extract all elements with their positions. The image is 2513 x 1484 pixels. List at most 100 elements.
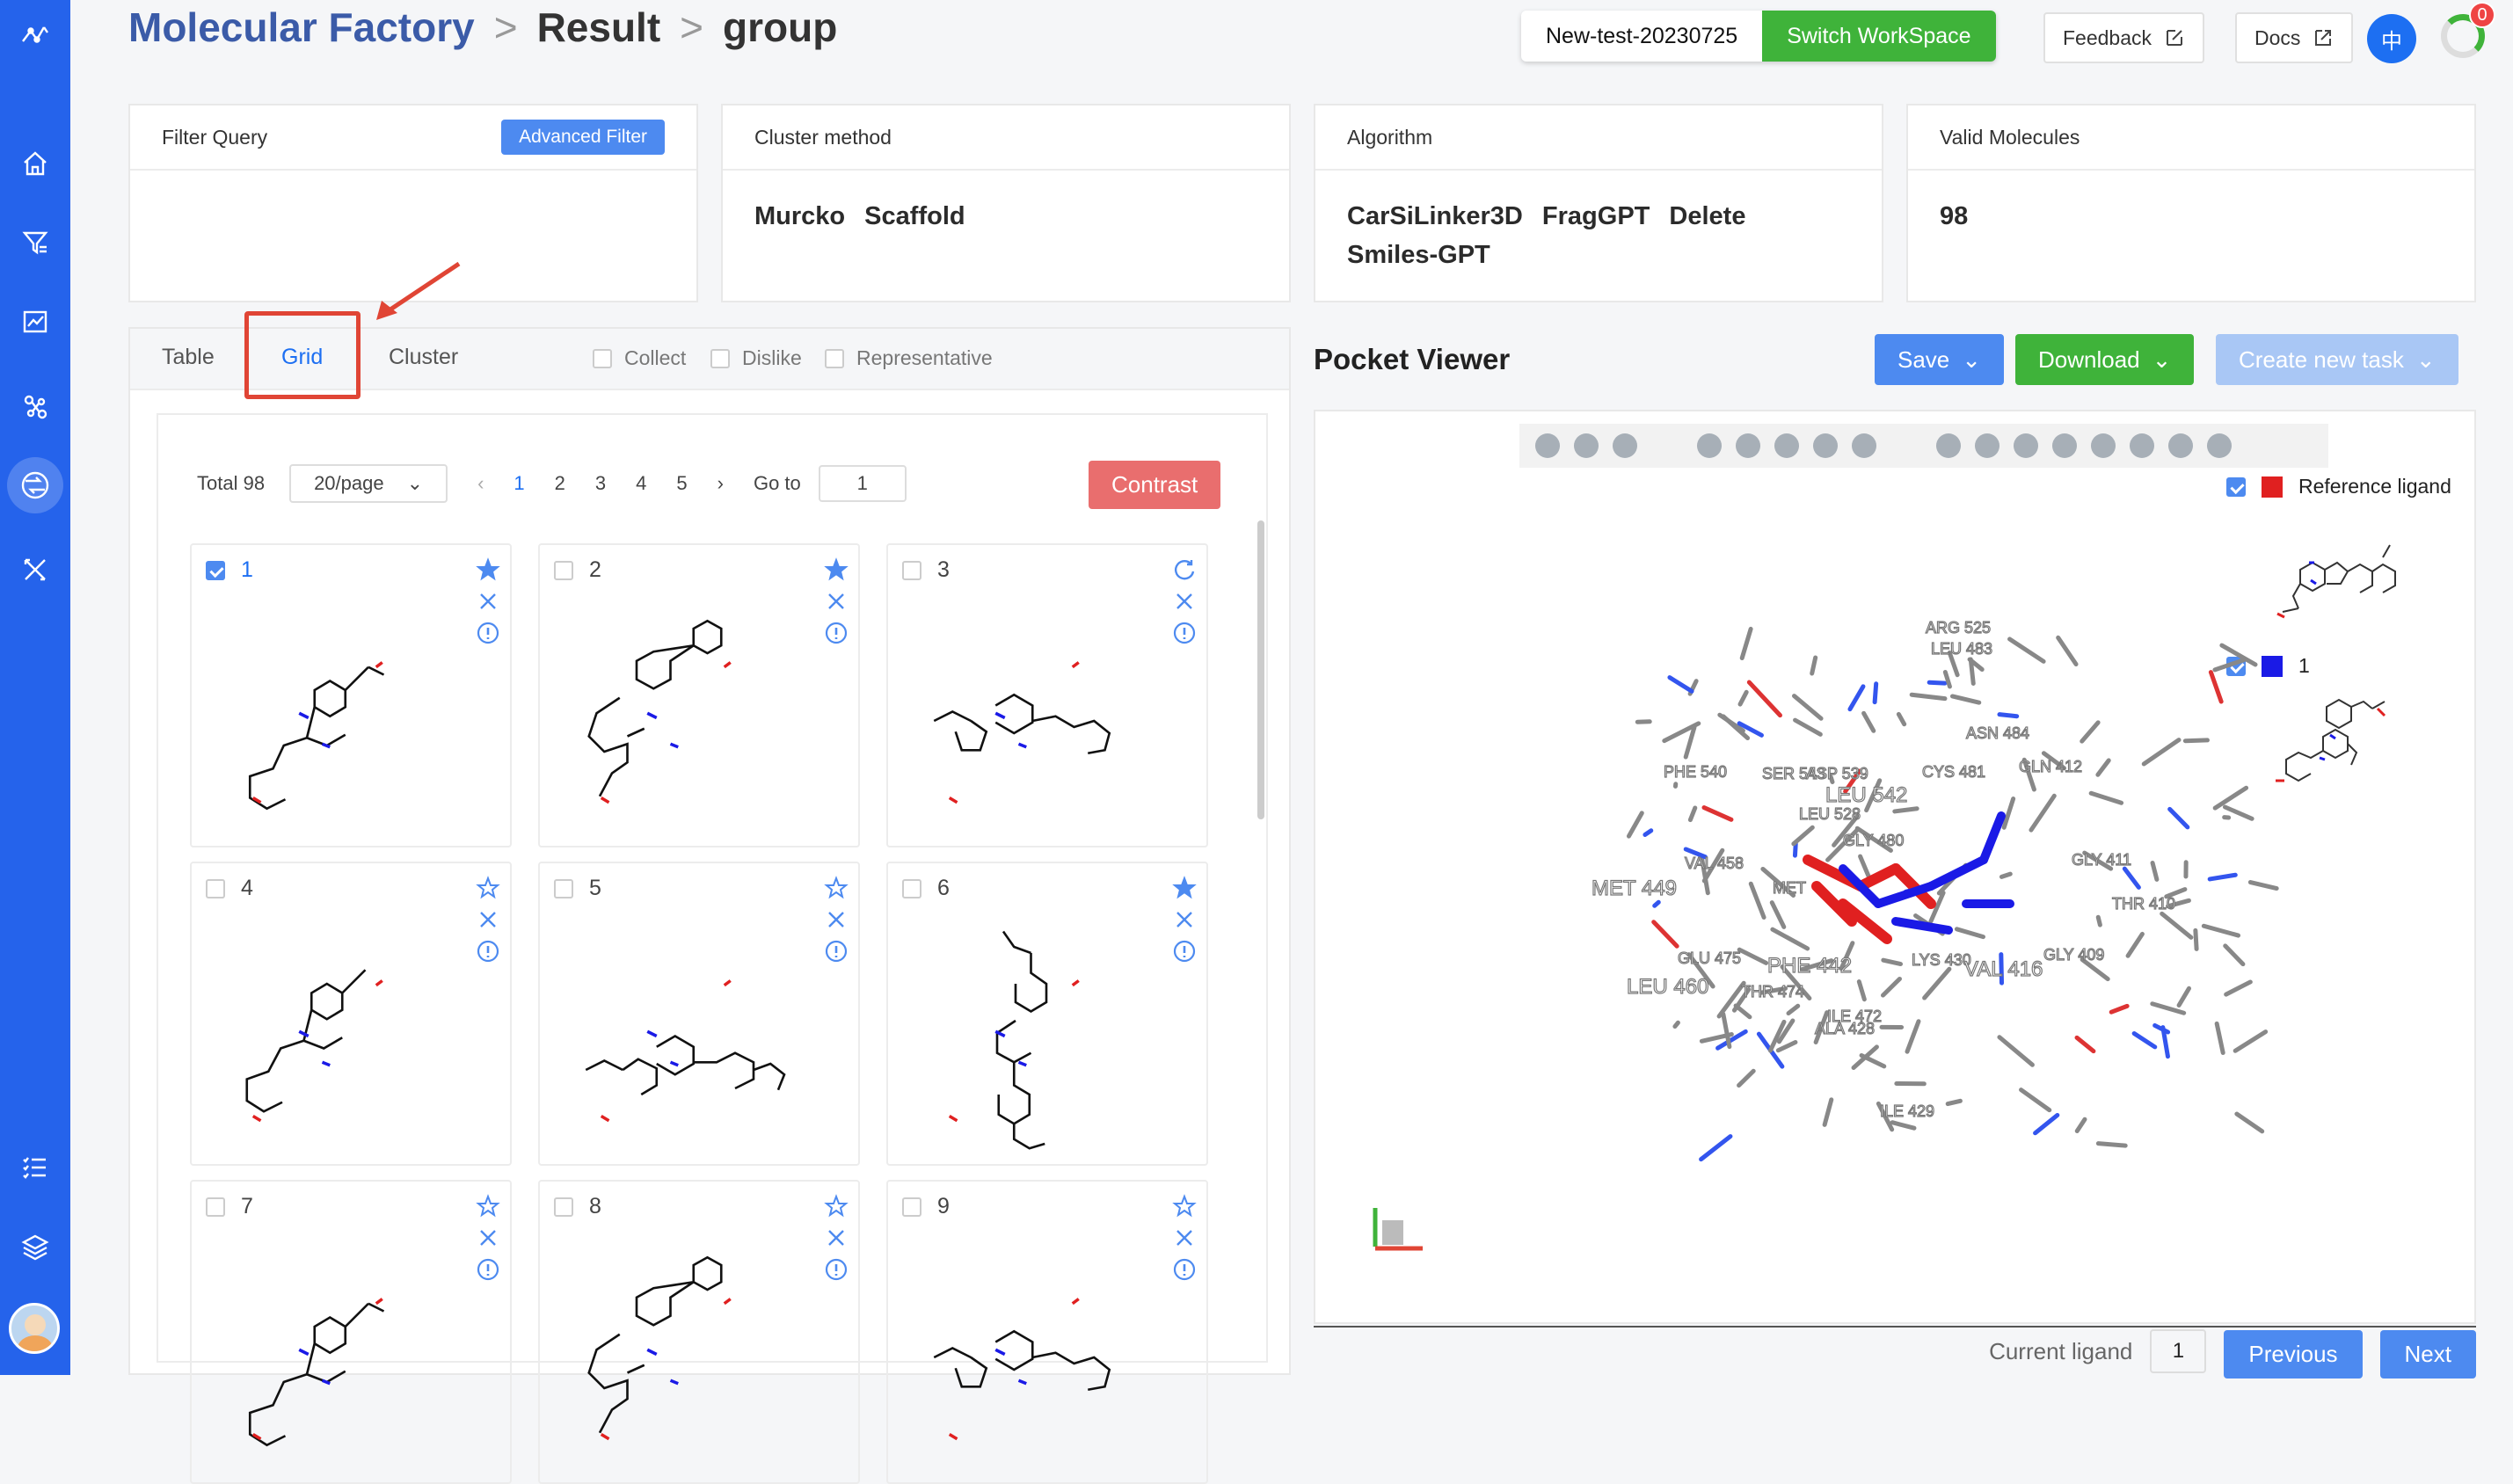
page-1[interactable]: 1 xyxy=(514,472,524,495)
filter-icon[interactable] xyxy=(16,223,55,262)
breadcrumb-result[interactable]: Result xyxy=(537,4,661,51)
tab-table[interactable]: Table xyxy=(162,345,215,370)
molecule-checkbox[interactable] xyxy=(206,1197,225,1217)
avatar[interactable] xyxy=(9,1303,60,1354)
molecule-structure xyxy=(206,598,470,844)
molecule-card[interactable]: 7 xyxy=(190,1180,512,1484)
collect-filter[interactable]: Collect xyxy=(593,346,686,370)
star-icon[interactable] xyxy=(476,1194,500,1218)
molecule-checkbox[interactable] xyxy=(902,1197,921,1217)
next-button[interactable]: Next xyxy=(2380,1330,2476,1379)
tasklist-icon[interactable] xyxy=(16,1148,55,1187)
home-icon[interactable] xyxy=(16,144,55,183)
residue-bond xyxy=(2250,883,2276,889)
molecule-card[interactable]: 8 xyxy=(538,1180,860,1484)
goto-input[interactable]: 1 xyxy=(819,465,907,502)
info-icon[interactable] xyxy=(824,1257,849,1282)
page-3[interactable]: 3 xyxy=(595,472,606,495)
contrast-button[interactable]: Contrast xyxy=(1089,461,1220,509)
residue-bond xyxy=(1850,687,1863,709)
dislike-x-icon[interactable] xyxy=(1172,1226,1197,1250)
page-size-select[interactable]: 20/page⌄ xyxy=(289,464,448,503)
page-size-value: 20/page xyxy=(314,472,384,495)
star-icon[interactable] xyxy=(1172,876,1197,900)
advanced-filter-button[interactable]: Advanced Filter xyxy=(501,120,665,155)
molecule-icon[interactable] xyxy=(16,387,55,426)
page-4[interactable]: 4 xyxy=(636,472,646,495)
feedback-button[interactable]: Feedback xyxy=(2043,12,2204,63)
dislike-x-icon[interactable] xyxy=(824,907,849,932)
dislike-x-icon[interactable] xyxy=(476,907,500,932)
molecule-card[interactable]: 1 xyxy=(190,543,512,847)
breadcrumb-root[interactable]: Molecular Factory xyxy=(128,4,475,51)
dislike-x-icon[interactable] xyxy=(824,1226,849,1250)
molecule-card[interactable]: 2 xyxy=(538,543,860,847)
star-icon[interactable] xyxy=(1172,1194,1197,1218)
star-icon[interactable] xyxy=(476,557,500,582)
molecule-card[interactable]: 4 xyxy=(190,862,512,1166)
current-ligand-input[interactable]: 1 xyxy=(2150,1329,2206,1373)
create-task-button[interactable]: Create new task⌄ xyxy=(2216,334,2458,385)
dislike-x-icon[interactable] xyxy=(1172,907,1197,932)
logo-icon[interactable] xyxy=(16,16,55,55)
workflow-icon[interactable] xyxy=(7,457,63,513)
dislike-x-icon[interactable] xyxy=(824,589,849,614)
refresh-icon[interactable] xyxy=(1172,557,1197,582)
star-icon[interactable] xyxy=(476,876,500,900)
molecule-checkbox[interactable] xyxy=(902,561,921,580)
molecule-checkbox[interactable] xyxy=(554,1197,573,1217)
valid-molecules-card: Valid Molecules 98 xyxy=(1906,104,2476,302)
info-icon[interactable] xyxy=(1172,939,1197,964)
representative-checkbox[interactable] xyxy=(825,349,844,368)
save-button[interactable]: Save⌄ xyxy=(1875,334,2004,385)
representative-filter[interactable]: Representative xyxy=(825,346,993,370)
docs-button[interactable]: Docs xyxy=(2235,12,2353,63)
info-icon[interactable] xyxy=(476,1257,500,1282)
collect-checkbox[interactable] xyxy=(593,349,612,368)
valid-molecules-title: Valid Molecules xyxy=(1940,126,2080,149)
dislike-x-icon[interactable] xyxy=(476,589,500,614)
prev-page-icon[interactable]: ‹ xyxy=(477,472,484,495)
star-icon[interactable] xyxy=(824,1194,849,1218)
molecule-card[interactable]: 5 xyxy=(538,862,860,1166)
notification-badge: 0 xyxy=(2469,2,2495,28)
molecule-checkbox[interactable] xyxy=(206,561,225,580)
layers-icon[interactable] xyxy=(16,1227,55,1266)
residue-bond xyxy=(1825,1100,1832,1125)
molecule-checkbox[interactable] xyxy=(206,879,225,898)
info-icon[interactable] xyxy=(824,621,849,645)
dislike-x-icon[interactable] xyxy=(1172,589,1197,614)
molecule-card[interactable]: 3 xyxy=(886,543,1208,847)
info-icon[interactable] xyxy=(1172,1257,1197,1282)
info-icon[interactable] xyxy=(1172,621,1197,645)
star-icon[interactable] xyxy=(824,876,849,900)
page-2[interactable]: 2 xyxy=(555,472,565,495)
scrollbar[interactable] xyxy=(1257,520,1264,819)
chevron-down-icon: ⌄ xyxy=(2416,346,2436,374)
molecule-card[interactable]: 9 xyxy=(886,1180,1208,1484)
dislike-checkbox[interactable] xyxy=(710,349,730,368)
molecule-checkbox[interactable] xyxy=(902,879,921,898)
info-icon[interactable] xyxy=(476,939,500,964)
tools-icon[interactable] xyxy=(16,550,55,589)
dislike-label: Dislike xyxy=(742,346,802,370)
star-icon[interactable] xyxy=(824,557,849,582)
chart-icon[interactable] xyxy=(16,302,55,341)
info-icon[interactable] xyxy=(476,621,500,645)
switch-workspace-button[interactable]: Switch WorkSpace xyxy=(1762,11,1995,62)
molecule-card[interactable]: 6 xyxy=(886,862,1208,1166)
language-toggle[interactable]: 中 xyxy=(2367,14,2416,63)
molecule-checkbox[interactable] xyxy=(554,561,573,580)
previous-button[interactable]: Previous xyxy=(2224,1330,2362,1379)
page-5[interactable]: 5 xyxy=(676,472,687,495)
download-button[interactable]: Download⌄ xyxy=(2015,334,2194,385)
molecule-checkbox[interactable] xyxy=(554,879,573,898)
next-page-icon[interactable]: › xyxy=(717,472,724,495)
molecule-structure xyxy=(554,1234,818,1480)
dislike-filter[interactable]: Dislike xyxy=(710,346,802,370)
dislike-x-icon[interactable] xyxy=(476,1226,500,1250)
tab-cluster[interactable]: Cluster xyxy=(389,345,458,370)
info-icon[interactable] xyxy=(824,939,849,964)
